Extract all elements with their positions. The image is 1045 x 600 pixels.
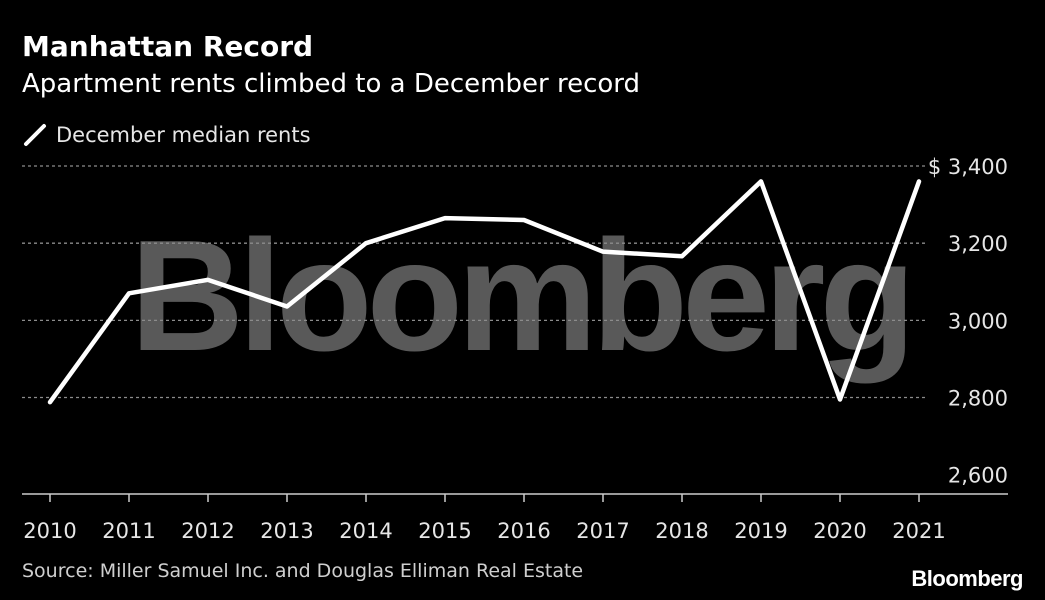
x-tick-label: 2011	[102, 519, 155, 543]
x-tick-label: 2016	[497, 519, 550, 543]
y-tick-label: 3,000	[948, 309, 1008, 333]
x-tick-label: 2014	[339, 519, 392, 543]
watermark-text: Bloomberg	[130, 208, 910, 384]
series-line	[47, 179, 922, 405]
brand-logo: Bloomberg	[911, 566, 1023, 591]
watermark-layer: Bloomberg	[130, 208, 916, 384]
x-tick-label: 2015	[418, 519, 471, 543]
x-tick-label: 2019	[734, 519, 787, 543]
legend-label: December median rents	[56, 123, 311, 147]
x-tick-label: 2017	[576, 519, 629, 543]
legend-swatch-icon	[24, 124, 46, 146]
y-tick-label: 2,600	[948, 464, 1008, 488]
series-layer	[47, 179, 922, 405]
y-tick-label: 3,200	[948, 232, 1008, 256]
x-tick-label: 2020	[813, 519, 866, 543]
source-note: Source: Miller Samuel Inc. and Douglas E…	[22, 560, 584, 582]
x-tick-label: 2010	[23, 519, 76, 543]
chart-subtitle: Apartment rents climbed to a December re…	[22, 69, 641, 99]
y-tick-label: $ 3,400	[928, 155, 1008, 179]
legend: December median rents	[22, 118, 311, 152]
x-tick-label: 2021	[892, 519, 945, 543]
x-tick-label: 2012	[181, 519, 234, 543]
x-tick-label: 2013	[260, 519, 313, 543]
chart-title: Manhattan Record	[22, 30, 314, 63]
y-axis: 2,600 2,800 3,000 3,200 $ 3,400	[928, 155, 1008, 488]
y-tick-label: 2,800	[948, 387, 1008, 411]
x-tick-label: 2018	[655, 519, 708, 543]
grid-layer	[22, 165, 925, 399]
x-axis: 2010 2011 2012 2013 2014 2015 2016 2017 2018 2019…	[22, 493, 1008, 543]
